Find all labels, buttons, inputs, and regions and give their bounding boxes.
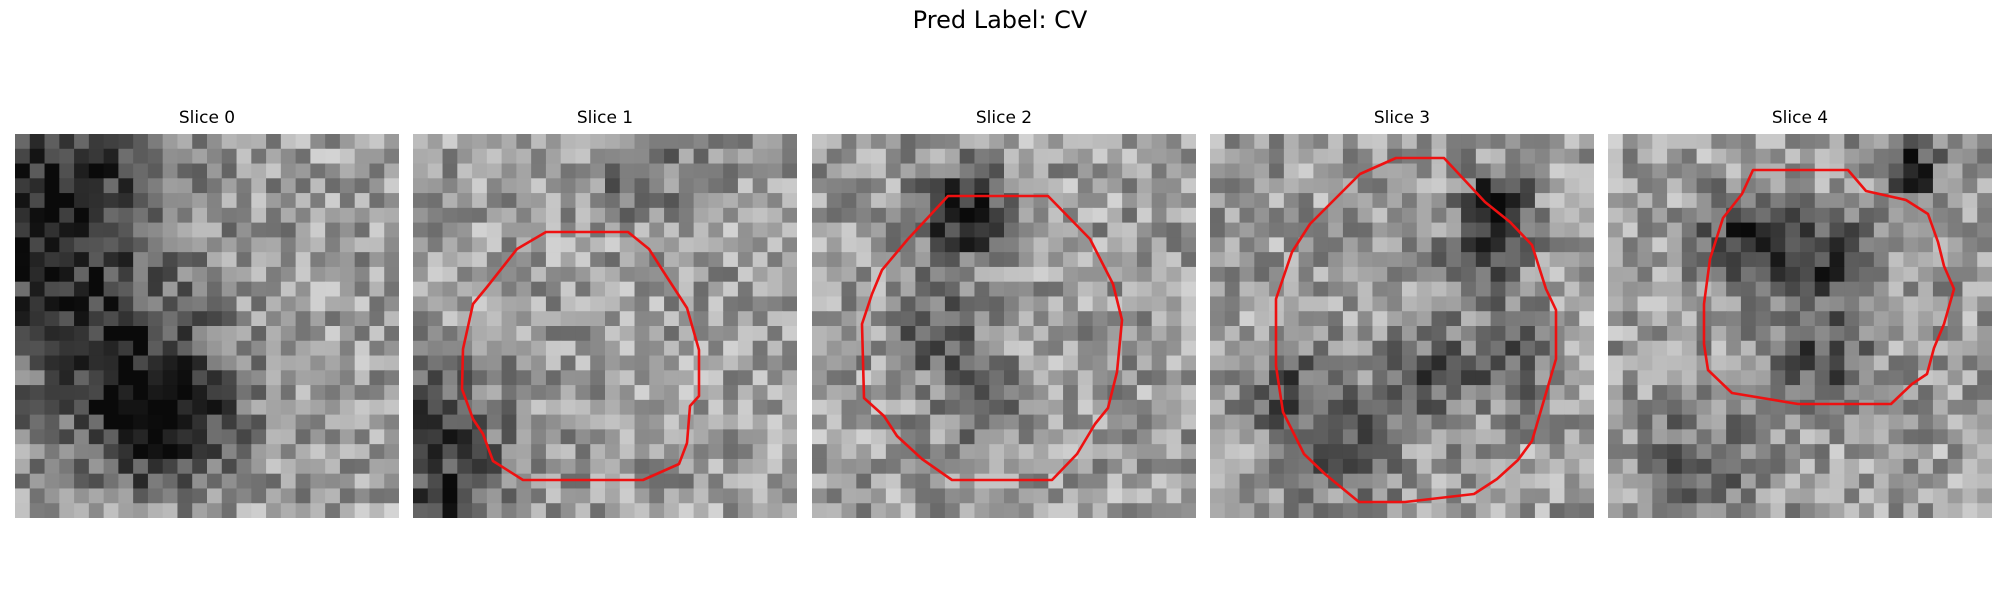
figure-title: Pred Label: CV <box>912 6 1088 34</box>
slice-title-3: Slice 3 <box>1373 108 1431 128</box>
contour-outline-2 <box>860 194 1124 482</box>
slice-image-2 <box>812 134 1196 518</box>
contour-outline-4 <box>1702 168 1956 406</box>
contour-outline-1 <box>460 230 701 482</box>
slice-title-1: Slice 1 <box>576 108 634 128</box>
slice-image-1 <box>413 134 797 518</box>
slice-image-0 <box>15 134 399 518</box>
contour-outline-3 <box>1274 156 1558 504</box>
slice-image-3 <box>1210 134 1594 518</box>
slice-title-2: Slice 2 <box>975 108 1033 128</box>
slice-image-4 <box>1608 134 1992 518</box>
slice-title-0: Slice 0 <box>178 108 236 128</box>
slice-title-4: Slice 4 <box>1771 108 1829 128</box>
